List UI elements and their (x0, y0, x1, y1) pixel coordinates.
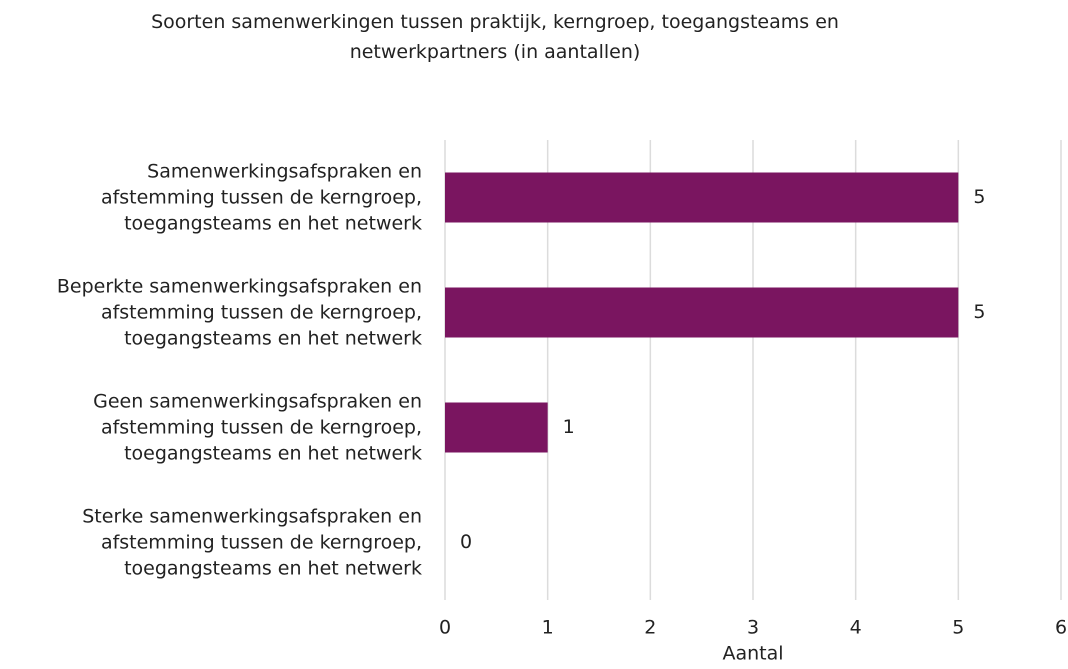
y-tick-label: Sterke samenwerkingsafspraken en afstemmi… (82, 505, 422, 579)
y-tick-label: Samenwerkingsafspraken en afstemming tuss… (101, 160, 422, 234)
value-label: 0 (460, 531, 472, 553)
value-label: 5 (973, 186, 985, 208)
x-tick-label: 2 (644, 617, 656, 639)
x-tick-label: 4 (850, 617, 862, 639)
y-tick-label: Geen samenwerkingsafspraken en afstemming… (93, 390, 422, 464)
x-tick-label: 0 (439, 617, 451, 639)
y-tick-label: Beperkte samenwerkingsafspraken en afstem… (57, 275, 422, 349)
value-label: 5 (973, 301, 985, 323)
x-tick-label: 5 (952, 617, 964, 639)
x-tick-label: 6 (1055, 617, 1067, 639)
value-label: 1 (563, 416, 575, 438)
x-tick-label: 1 (542, 617, 554, 639)
bar (445, 402, 548, 453)
chart-title: Soorten samenwerkingen tussen praktijk, … (151, 11, 839, 63)
bar (445, 287, 959, 338)
x-axis-label: Aantal (722, 643, 783, 665)
x-tick-label: 3 (747, 617, 759, 639)
bar (445, 172, 959, 223)
